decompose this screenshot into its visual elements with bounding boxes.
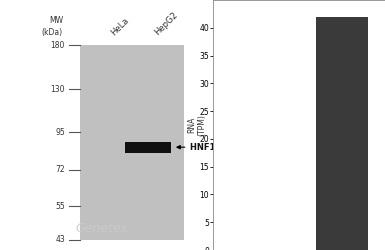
Bar xyxy=(125,142,171,153)
Text: 95: 95 xyxy=(55,128,65,136)
Bar xyxy=(316,17,368,250)
Text: 55: 55 xyxy=(55,202,65,211)
Bar xyxy=(80,45,184,240)
Text: 72: 72 xyxy=(55,165,65,174)
Text: 130: 130 xyxy=(50,85,65,94)
Text: 180: 180 xyxy=(50,40,65,50)
Text: 43: 43 xyxy=(55,236,65,244)
Text: HNF1 alpha: HNF1 alpha xyxy=(190,143,244,152)
Text: HeLa: HeLa xyxy=(109,16,131,38)
Text: HepG2: HepG2 xyxy=(153,11,180,38)
Text: MW: MW xyxy=(49,16,63,24)
Text: (kDa): (kDa) xyxy=(42,28,63,37)
Y-axis label: RNA
(TPM): RNA (TPM) xyxy=(187,114,206,136)
Text: Genetex: Genetex xyxy=(75,222,129,235)
